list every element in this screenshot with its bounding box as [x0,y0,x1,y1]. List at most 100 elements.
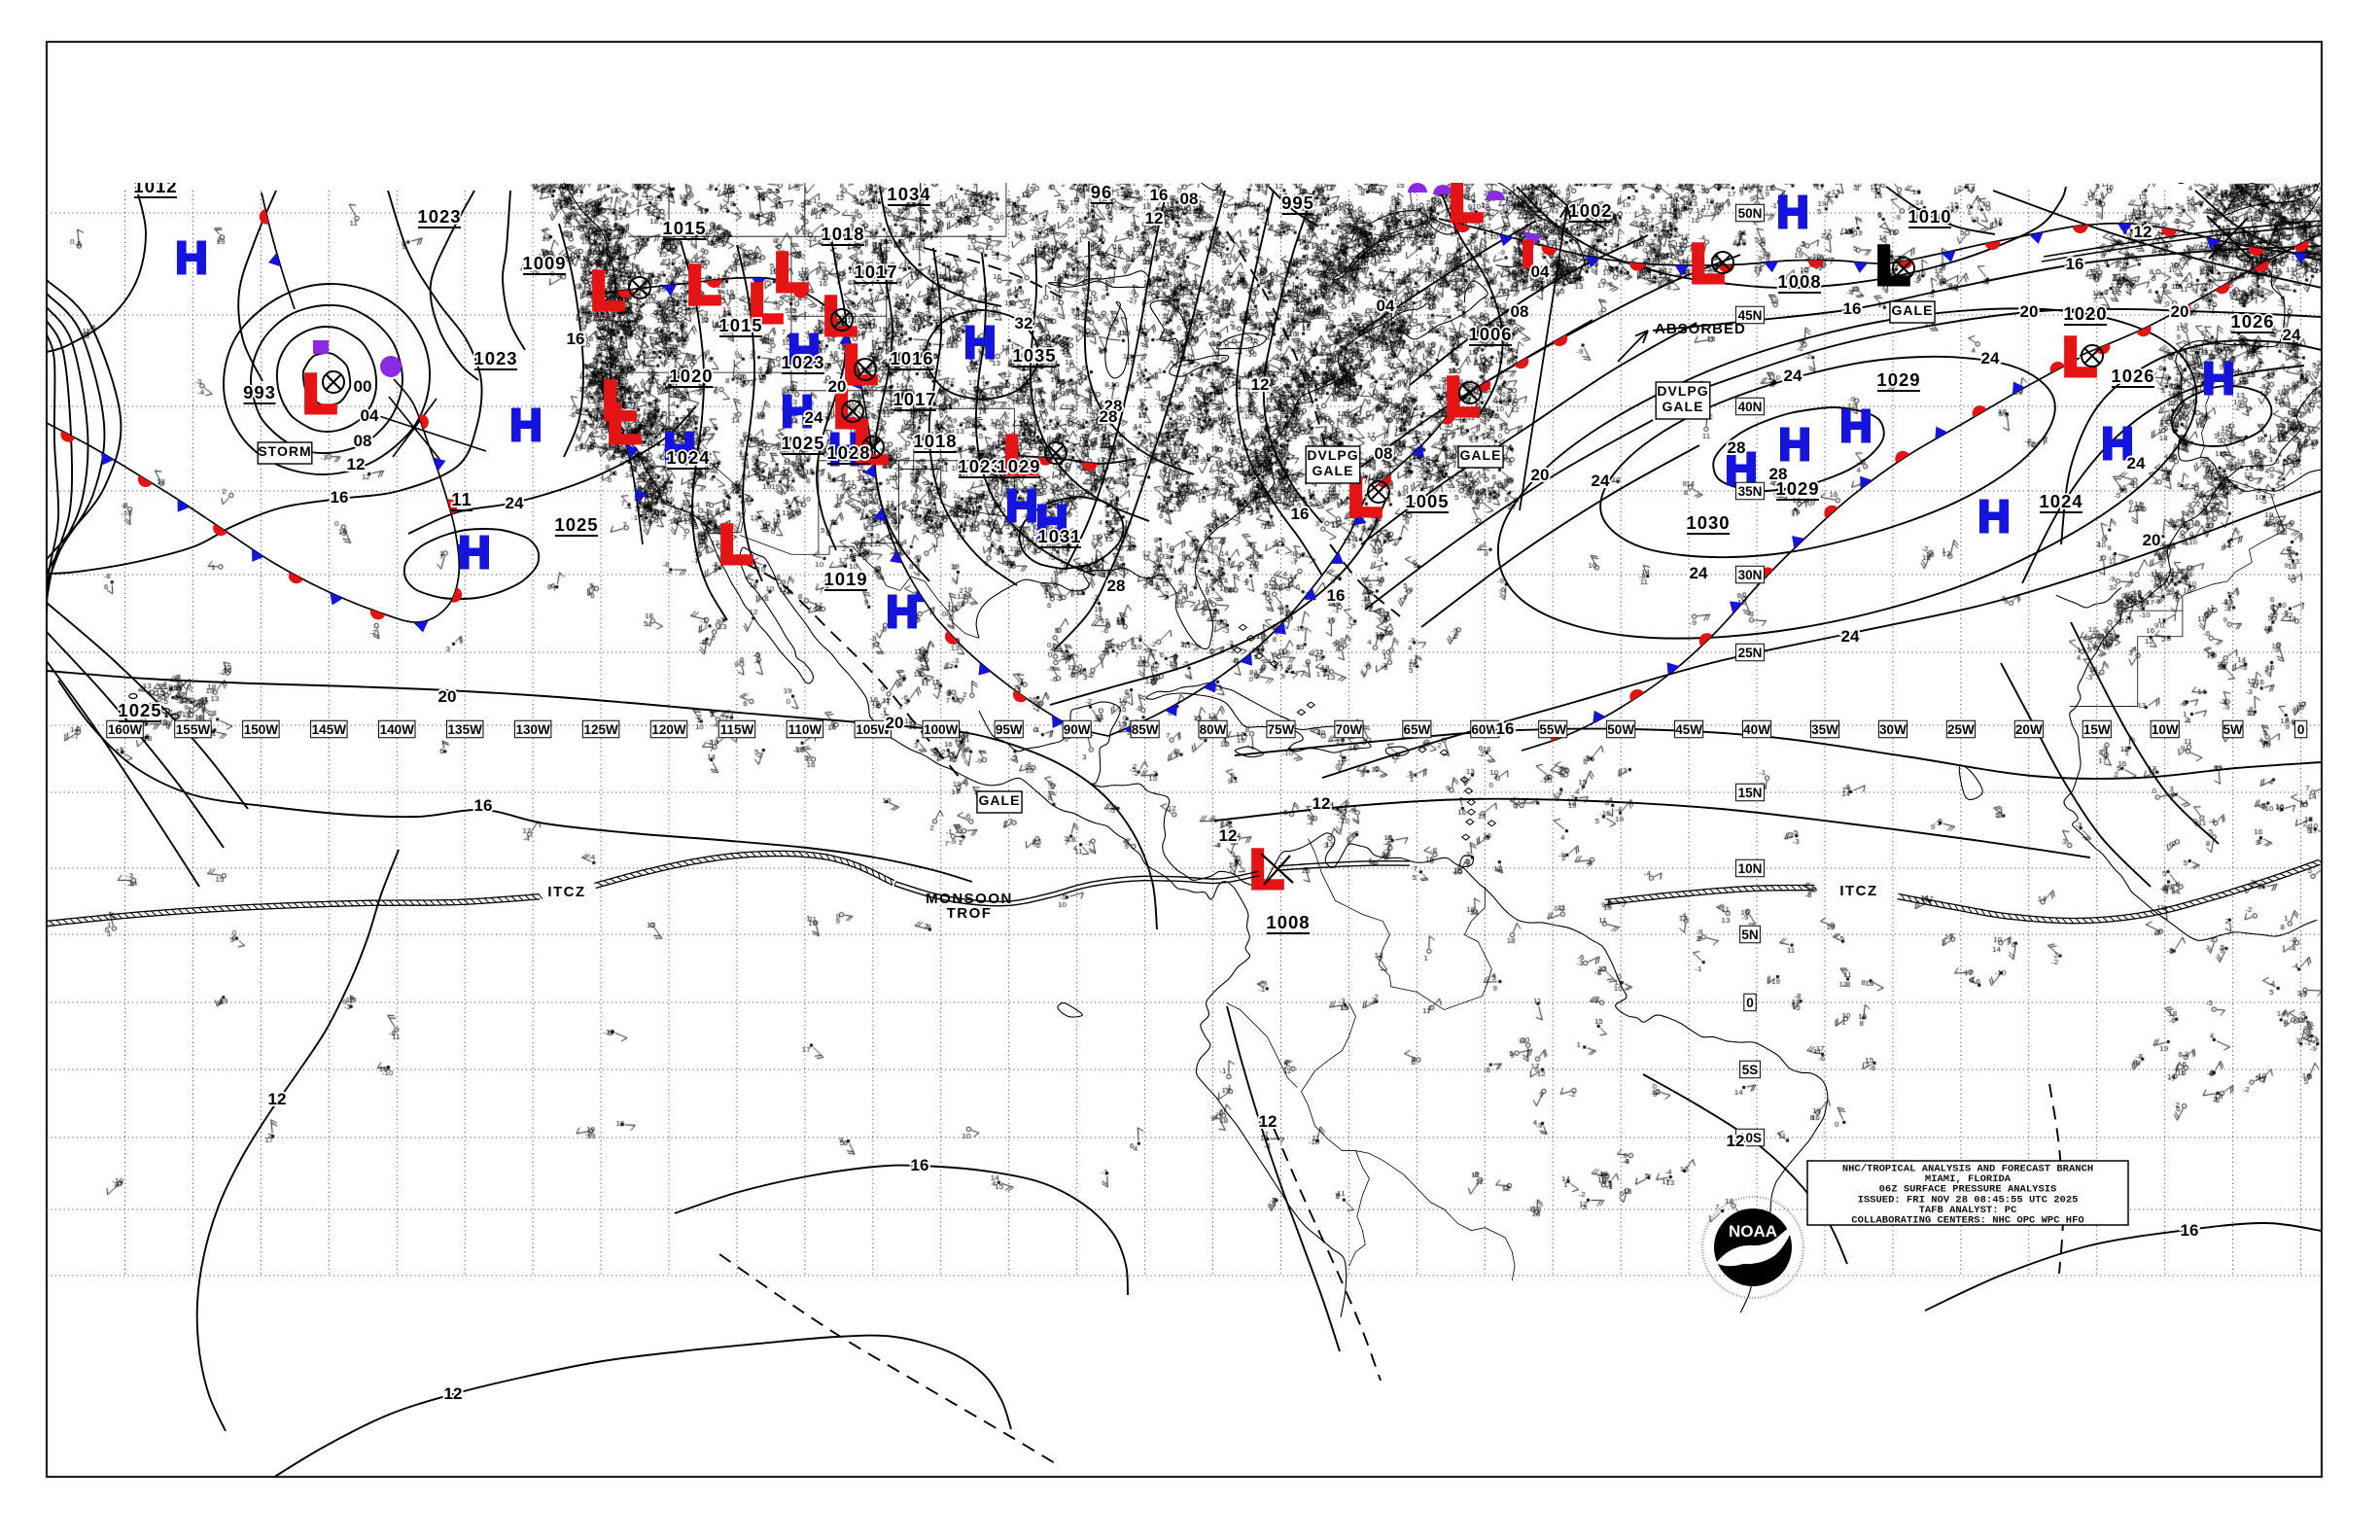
svg-text:28: 28 [1728,438,1746,457]
svg-text:110W: 110W [788,722,822,737]
svg-text:1017: 1017 [854,262,897,282]
svg-text:20: 20 [886,714,904,732]
svg-text:H: H [1978,491,2010,542]
svg-text:1016: 1016 [890,348,933,368]
svg-text:ITCZ: ITCZ [1839,883,1877,899]
svg-text:12: 12 [347,455,366,473]
svg-text:1015: 1015 [718,315,762,335]
svg-text:30N: 30N [1738,568,1763,582]
svg-text:1024: 1024 [666,447,710,468]
svg-text:TROF: TROF [947,905,993,922]
svg-text:STORM: STORM [258,443,311,459]
svg-text:28: 28 [1769,465,1788,483]
svg-text:H: H [175,232,207,283]
svg-text:24: 24 [1784,367,1802,385]
svg-text:5W: 5W [2223,722,2244,737]
svg-text:90W: 90W [1064,722,1091,737]
svg-text:GALE: GALE [1460,447,1502,463]
svg-text:0: 0 [2297,722,2305,737]
svg-text:115W: 115W [720,722,754,737]
svg-text:H: H [663,423,695,473]
svg-text:11: 11 [451,489,472,509]
svg-text:5S: 5S [1742,1063,1759,1077]
svg-text:12: 12 [1259,1112,1278,1131]
svg-text:H: H [2202,353,2234,403]
svg-text:16: 16 [474,796,493,815]
svg-text:40N: 40N [1738,400,1763,414]
svg-text:00: 00 [354,377,372,396]
svg-text:H: H [886,586,918,637]
svg-text:H: H [788,325,820,375]
svg-text:16: 16 [2066,255,2084,273]
svg-text:55W: 55W [1539,722,1566,737]
svg-text:12: 12 [2134,223,2152,241]
svg-text:24: 24 [1690,564,1708,582]
svg-text:20W: 20W [2015,722,2043,737]
svg-text:25W: 25W [1947,722,1975,737]
svg-text:20: 20 [2020,302,2039,321]
svg-text:08: 08 [1511,302,1529,321]
svg-text:1009: 1009 [522,253,566,273]
svg-text:04: 04 [361,406,379,425]
svg-text:12: 12 [1251,375,1270,394]
svg-text:25N: 25N [1738,646,1763,660]
svg-text:28: 28 [1107,577,1126,595]
svg-text:1008: 1008 [1266,912,1310,932]
svg-text:L: L [834,377,867,438]
svg-text:105W: 105W [856,722,891,737]
svg-text:16: 16 [567,330,585,348]
svg-text:L: L [591,260,624,321]
svg-text:1026: 1026 [2230,311,2274,332]
svg-text:MONSOON: MONSOON [926,891,1013,907]
svg-text:H: H [2101,418,2133,469]
svg-text:1006: 1006 [1468,324,1512,344]
svg-text:20: 20 [2171,302,2189,321]
svg-text:1020: 1020 [669,366,713,386]
svg-text:1017: 1017 [892,389,936,409]
svg-text:H: H [828,424,860,474]
svg-text:L: L [775,241,808,302]
svg-text:50N: 50N [1738,206,1763,221]
svg-text:COLLABORATING CENTERS: NHC OPC: COLLABORATING CENTERS: NHC OPC WPC HFO [1851,1215,2083,1227]
svg-text:145W: 145W [312,722,347,737]
svg-text:L: L [603,369,636,431]
svg-text:ABSORBED: ABSORBED [1655,321,1746,337]
svg-text:16: 16 [1843,299,1862,318]
svg-text:L: L [1004,424,1037,485]
svg-text:60W: 60W [1471,722,1498,737]
svg-text:GALE: GALE [1892,302,1934,318]
svg-text:15N: 15N [1738,786,1763,800]
svg-text:L: L [719,513,752,575]
svg-text:20: 20 [1531,466,1550,484]
svg-text:1005: 1005 [1405,491,1449,511]
svg-text:L: L [687,254,720,315]
svg-text:1029: 1029 [997,456,1040,476]
svg-text:20: 20 [438,687,457,706]
svg-text:45W: 45W [1675,722,1702,737]
svg-text:130W: 130W [515,722,550,737]
svg-text:GALE: GALE [979,792,1021,808]
svg-text:1023: 1023 [417,206,461,227]
svg-text:MIAMI, FLORIDA: MIAMI, FLORIDA [1925,1173,2012,1185]
svg-text:H: H [1005,480,1037,531]
svg-text:H: H [509,400,542,450]
svg-text:24: 24 [2283,326,2301,344]
svg-text:32: 32 [1015,314,1033,332]
svg-text:12: 12 [444,1384,463,1403]
svg-text:1024: 1024 [2039,491,2082,511]
svg-text:12: 12 [268,1090,287,1108]
svg-text:12: 12 [1219,826,1238,845]
svg-text:70W: 70W [1336,722,1363,737]
svg-text:ITCZ: ITCZ [547,884,585,900]
svg-text:NOAA: NOAA [1729,1222,1777,1241]
svg-text:TAFB ANALYST: PC: TAFB ANALYST: PC [1919,1205,2018,1216]
svg-text:24: 24 [1841,627,1860,646]
svg-text:1020: 1020 [2063,303,2107,324]
svg-text:24: 24 [805,408,823,427]
svg-text:50W: 50W [1607,722,1634,737]
svg-text:85W: 85W [1132,722,1159,737]
svg-text:16: 16 [1150,186,1169,204]
svg-text:155W: 155W [176,722,211,737]
svg-text:35N: 35N [1738,484,1763,499]
svg-text:1018: 1018 [821,224,864,244]
